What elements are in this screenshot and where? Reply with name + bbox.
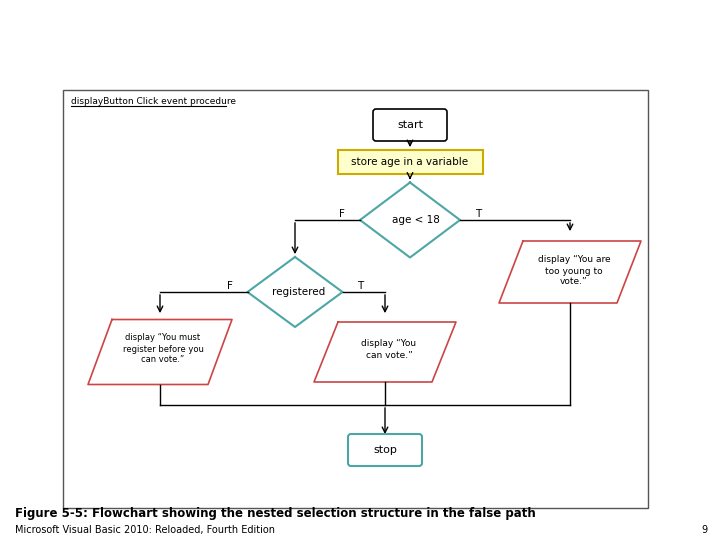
Polygon shape [360, 183, 460, 258]
Text: too young to: too young to [545, 267, 603, 275]
Text: display “You: display “You [361, 339, 417, 348]
Polygon shape [88, 320, 232, 384]
Text: can vote.”: can vote.” [141, 355, 184, 364]
Text: displayButton Click event procedure: displayButton Click event procedure [71, 98, 236, 106]
Text: display “You must: display “You must [125, 334, 201, 342]
Text: registered: registered [272, 287, 325, 297]
Text: display “You are: display “You are [538, 255, 611, 265]
Text: Figure 5-5: Flowchart showing the nested selection structure in the false path: Figure 5-5: Flowchart showing the nested… [15, 507, 536, 519]
Bar [63, 90, 648, 508]
Text: can vote.”: can vote.” [366, 350, 413, 360]
Text: T: T [475, 209, 481, 219]
Text: vote.”: vote.” [560, 278, 588, 287]
Text: Microsoft Visual Basic 2010: Reloaded, Fourth Edition: Microsoft Visual Basic 2010: Reloaded, F… [15, 525, 275, 535]
Text: age < 18: age < 18 [392, 215, 440, 225]
Polygon shape [499, 241, 641, 303]
FancyBboxPatch shape [373, 109, 447, 141]
Text: register before you: register before you [122, 345, 204, 354]
Text: stop: stop [373, 445, 397, 455]
Text: F: F [339, 209, 345, 219]
Polygon shape [314, 322, 456, 382]
Polygon shape [248, 257, 343, 327]
Text: store age in a variable: store age in a variable [351, 157, 469, 167]
Bar [338, 150, 482, 174]
Text: start: start [397, 120, 423, 130]
Text: 9: 9 [702, 525, 708, 535]
FancyBboxPatch shape [348, 434, 422, 466]
Text: F: F [227, 281, 233, 291]
Text: T: T [357, 281, 364, 291]
